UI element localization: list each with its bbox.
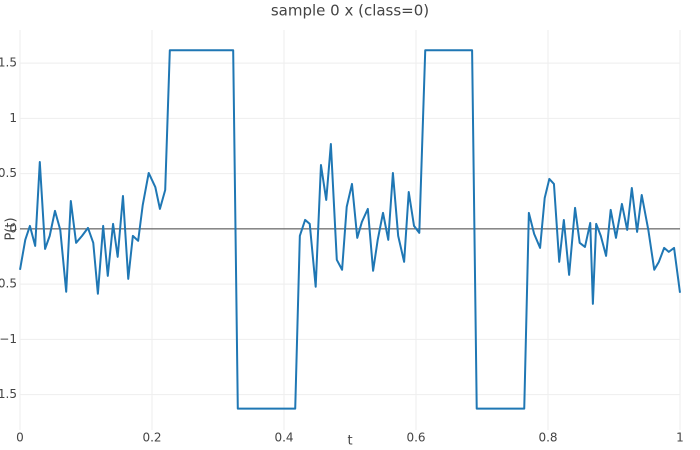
- x-tick-label: 0: [16, 431, 24, 445]
- y-tick-label: 0.5: [0, 166, 17, 180]
- x-tick-label: 0.4: [274, 431, 293, 445]
- y-tick-label: −0.5: [0, 277, 17, 291]
- y-tick-label: 1: [9, 111, 17, 125]
- y-tick-label: 0: [9, 221, 17, 235]
- chart-title: sample 0 x (class=0): [271, 2, 429, 20]
- x-tick-label: 1: [676, 431, 684, 445]
- y-tick-label: 1.5: [0, 56, 17, 70]
- x-axis-title: t: [347, 434, 352, 449]
- x-tick-label: 0.6: [406, 431, 425, 445]
- y-tick-label: −1: [0, 332, 17, 346]
- y-axis-title: P(t): [4, 217, 19, 240]
- x-tick-label: 0.8: [538, 431, 557, 445]
- data-line: [19, 49, 681, 410]
- x-tick-label: 0.2: [142, 431, 161, 445]
- y-tick-label: −1.5: [0, 387, 17, 401]
